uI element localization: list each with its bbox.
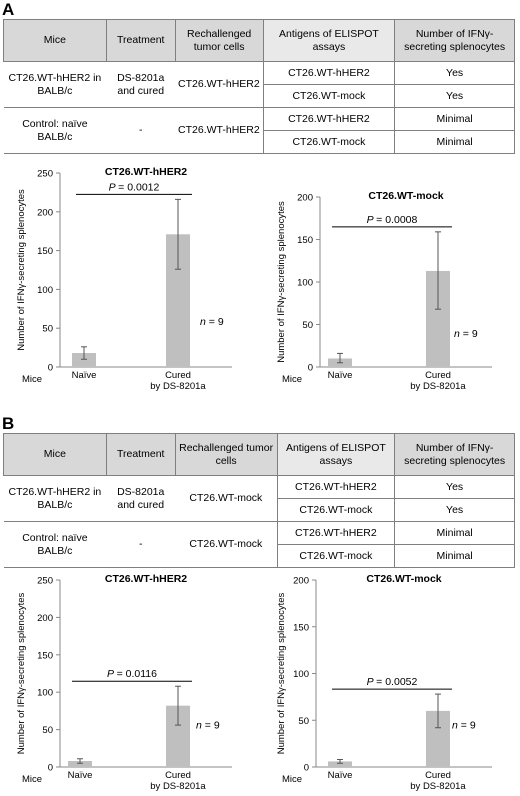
bar xyxy=(328,761,352,767)
n-label: n = 9 xyxy=(196,720,220,732)
x-tick-label: Cured by DS-8201a xyxy=(150,770,206,792)
header-rechallenged: Rechallenged tumor cells xyxy=(174,19,264,62)
cell-result: Yes xyxy=(394,475,515,499)
y-axis-label: Number of IFNγ-secreting splenocytes xyxy=(16,592,27,754)
y-axis-label: Number of IFNγ-secreting splenocytes xyxy=(16,189,27,351)
y-tick-label: 0 xyxy=(48,763,53,774)
x-tick-label: Naïve xyxy=(328,770,353,781)
n-label: n = 9 xyxy=(200,316,224,328)
cell-treatment: - xyxy=(106,521,176,568)
x-tick-label: Cured by DS-8201a xyxy=(410,770,466,792)
y-axis-label: Number of IFNγ-secreting splenocytes xyxy=(276,201,287,363)
x-tick-label: Naïve xyxy=(328,370,353,381)
y-tick-label: 100 xyxy=(293,669,309,680)
y-tick-label: 150 xyxy=(297,235,313,246)
cell-mice: CT26.WT-hHER2 in BALB/c xyxy=(3,61,107,108)
y-tick-label: 100 xyxy=(37,688,53,699)
cell-antigen: CT26.WT-hHER2 xyxy=(276,475,396,499)
y-tick-label: 0 xyxy=(304,763,309,774)
panel-letter-a: A xyxy=(2,0,15,19)
cell-result: Yes xyxy=(394,84,515,108)
y-tick-label: 50 xyxy=(298,716,309,727)
y-tick-label: 0 xyxy=(308,363,313,374)
y-tick-label: 250 xyxy=(37,576,53,587)
y-tick-label: 0 xyxy=(48,363,53,374)
y-axis-label: Number of IFNγ-secreting splenocytes xyxy=(276,592,287,754)
cell-antigen: CT26.WT-hHER2 xyxy=(276,521,396,545)
table-b: Mice Treatment Rechallenged tumor cells … xyxy=(3,433,515,568)
x-axis-label: Mice xyxy=(22,774,42,785)
cell-antigen: CT26.WT-mock xyxy=(262,84,396,108)
chart-a-mock: CT26.WT-mock Number of IFNγ-secreting spl… xyxy=(276,190,492,392)
x-tick-label: Naïve xyxy=(68,770,93,781)
chart-title: CT26.WT-mock xyxy=(366,573,441,585)
header-treatment: Treatment xyxy=(105,19,176,62)
cell-treatment: DS-8201a and cured xyxy=(106,61,176,108)
chart-b-hher2: CT26.WT-hHER2 Number of IFNγ-secreting sp… xyxy=(16,573,232,792)
header-mice: Mice xyxy=(3,19,107,62)
chart-title: CT26.WT-mock xyxy=(368,190,443,202)
n-label: n = 9 xyxy=(454,328,478,340)
y-tick-label: 50 xyxy=(302,320,313,331)
x-tick-label: Cured by DS-8201a xyxy=(150,370,206,392)
header-antigens: Antigens of ELISPOT assays xyxy=(262,19,396,62)
cell-antigen: CT26.WT-hHER2 xyxy=(262,61,396,85)
bar xyxy=(68,761,92,767)
y-tick-label: 250 xyxy=(37,169,53,180)
bar xyxy=(72,353,96,367)
cell-antigen: CT26.WT-mock xyxy=(276,544,396,568)
cell-result: Yes xyxy=(394,498,515,522)
cell-result: Minimal xyxy=(394,544,515,568)
cell-treatment: DS-8201a and cured xyxy=(106,475,176,522)
cell-rechallenged: CT26.WT-hHER2 xyxy=(175,107,264,154)
cell-mice: Control: naïve BALB/c xyxy=(3,107,107,154)
cell-rechallenged: CT26.WT-hHER2 xyxy=(175,61,264,108)
p-value-label: P = 0.0012 xyxy=(109,181,160,193)
y-tick-label: 150 xyxy=(37,650,53,661)
y-tick-label: 100 xyxy=(297,278,313,289)
chart-title: CT26.WT-hHER2 xyxy=(105,166,187,178)
p-value-label: P = 0.0008 xyxy=(367,214,418,226)
cell-result: Minimal xyxy=(394,130,515,154)
cell-antigen: CT26.WT-mock xyxy=(276,498,396,522)
table-a: Mice Treatment Rechallenged tumor cells … xyxy=(3,19,515,154)
y-tick-label: 200 xyxy=(37,613,53,624)
y-tick-label: 200 xyxy=(297,193,313,204)
y-tick-label: 200 xyxy=(37,207,53,218)
y-tick-label: 150 xyxy=(293,622,309,633)
n-label: n = 9 xyxy=(452,720,476,732)
chart-a-hher2: CT26.WT-hHER2 Number of IFNγ-secreting sp… xyxy=(16,166,232,392)
header-antigens: Antigens of ELISPOT assays xyxy=(276,433,396,476)
header-number: Number of IFNγ-secreting splenocytes xyxy=(394,19,515,62)
chart-b-mock: CT26.WT-mock Number of IFNγ-secreting spl… xyxy=(276,573,492,792)
y-tick-label: 100 xyxy=(37,285,53,296)
cell-result: Yes xyxy=(394,61,515,85)
panel-letter-b: B xyxy=(2,414,15,433)
x-axis-label: Mice xyxy=(22,374,42,385)
cell-treatment: - xyxy=(106,107,176,154)
cell-antigen: CT26.WT-mock xyxy=(262,130,396,154)
x-axis-label: Mice xyxy=(282,774,302,785)
p-value-label: P = 0.0052 xyxy=(367,676,418,688)
y-tick-label: 200 xyxy=(293,576,309,587)
cell-antigen: CT26.WT-hHER2 xyxy=(262,107,396,131)
header-mice: Mice xyxy=(3,433,107,476)
x-tick-label: Naïve xyxy=(72,370,97,381)
x-tick-label: Cured by DS-8201a xyxy=(410,370,466,392)
cell-rechallenged: CT26.WT-mock xyxy=(175,521,278,568)
header-treatment: Treatment xyxy=(105,433,176,476)
chart-title: CT26.WT-hHER2 xyxy=(105,573,187,585)
cell-mice: Control: naïve BALB/c xyxy=(3,521,107,568)
cell-result: Minimal xyxy=(394,521,515,545)
header-rechallenged: Rechallenged tumor cells xyxy=(174,433,278,476)
y-tick-label: 150 xyxy=(37,246,53,257)
y-tick-label: 50 xyxy=(42,324,53,335)
y-tick-label: 50 xyxy=(42,725,53,736)
cell-result: Minimal xyxy=(394,107,515,131)
header-number: Number of IFNγ-secreting splenocytes xyxy=(394,433,515,476)
x-axis-label: Mice xyxy=(282,374,302,385)
p-value-label: P = 0.0116 xyxy=(107,668,157,680)
cell-mice: CT26.WT-hHER2 in BALB/c xyxy=(3,475,107,522)
cell-rechallenged: CT26.WT-mock xyxy=(175,475,278,522)
